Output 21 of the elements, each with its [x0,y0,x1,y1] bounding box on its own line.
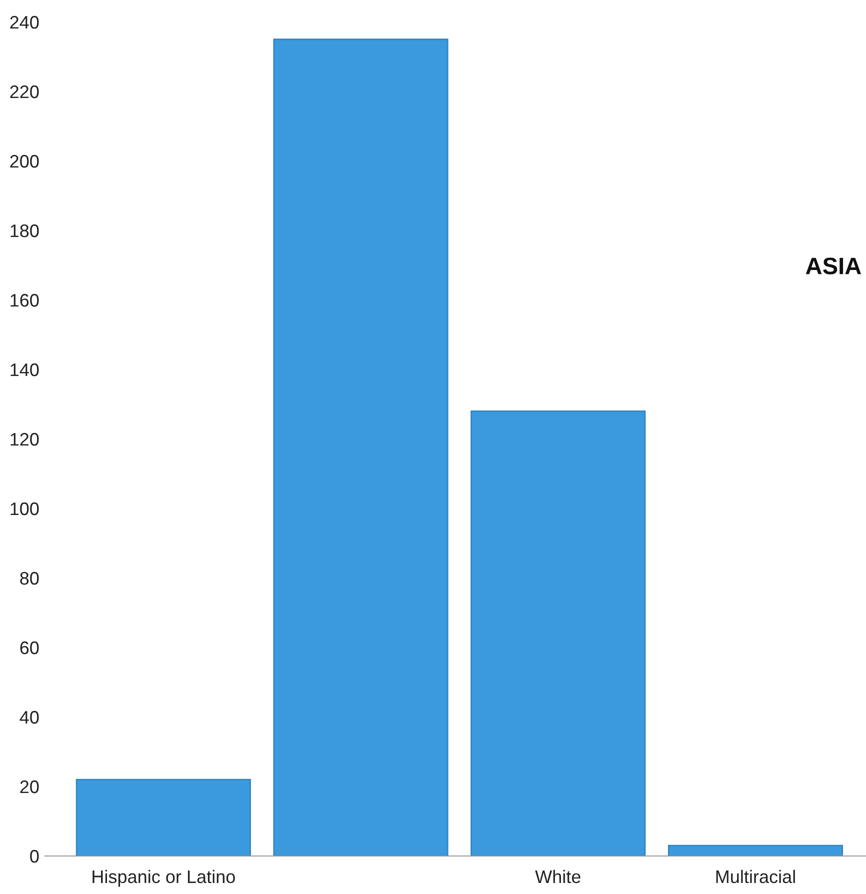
x-tick-label: White [535,870,580,884]
y-tick-label: 20 [20,780,39,794]
y-tick-label: 200 [10,154,39,168]
y-tick-label: 60 [20,641,39,654]
y-tick-label: 160 [10,294,39,307]
y-tick-label: 240 [10,16,39,29]
y-tick-label: 40 [20,710,39,724]
y-tick-label: 0 [30,850,39,863]
y-tick-label: 140 [10,363,39,376]
y-tick-label: 100 [10,502,39,516]
x-tick-label: Multiracial [716,870,795,884]
bar [668,844,844,856]
bar [76,778,251,856]
bar [470,410,646,856]
annotation: ASIA [806,258,862,274]
bar [273,38,448,856]
x-tick-label: Hispanic or Latino [92,870,235,887]
y-tick-label: 180 [10,224,39,238]
y-tick-label: 80 [20,572,39,585]
y-tick-label: 120 [10,432,39,446]
y-tick-label: 220 [10,85,39,98]
